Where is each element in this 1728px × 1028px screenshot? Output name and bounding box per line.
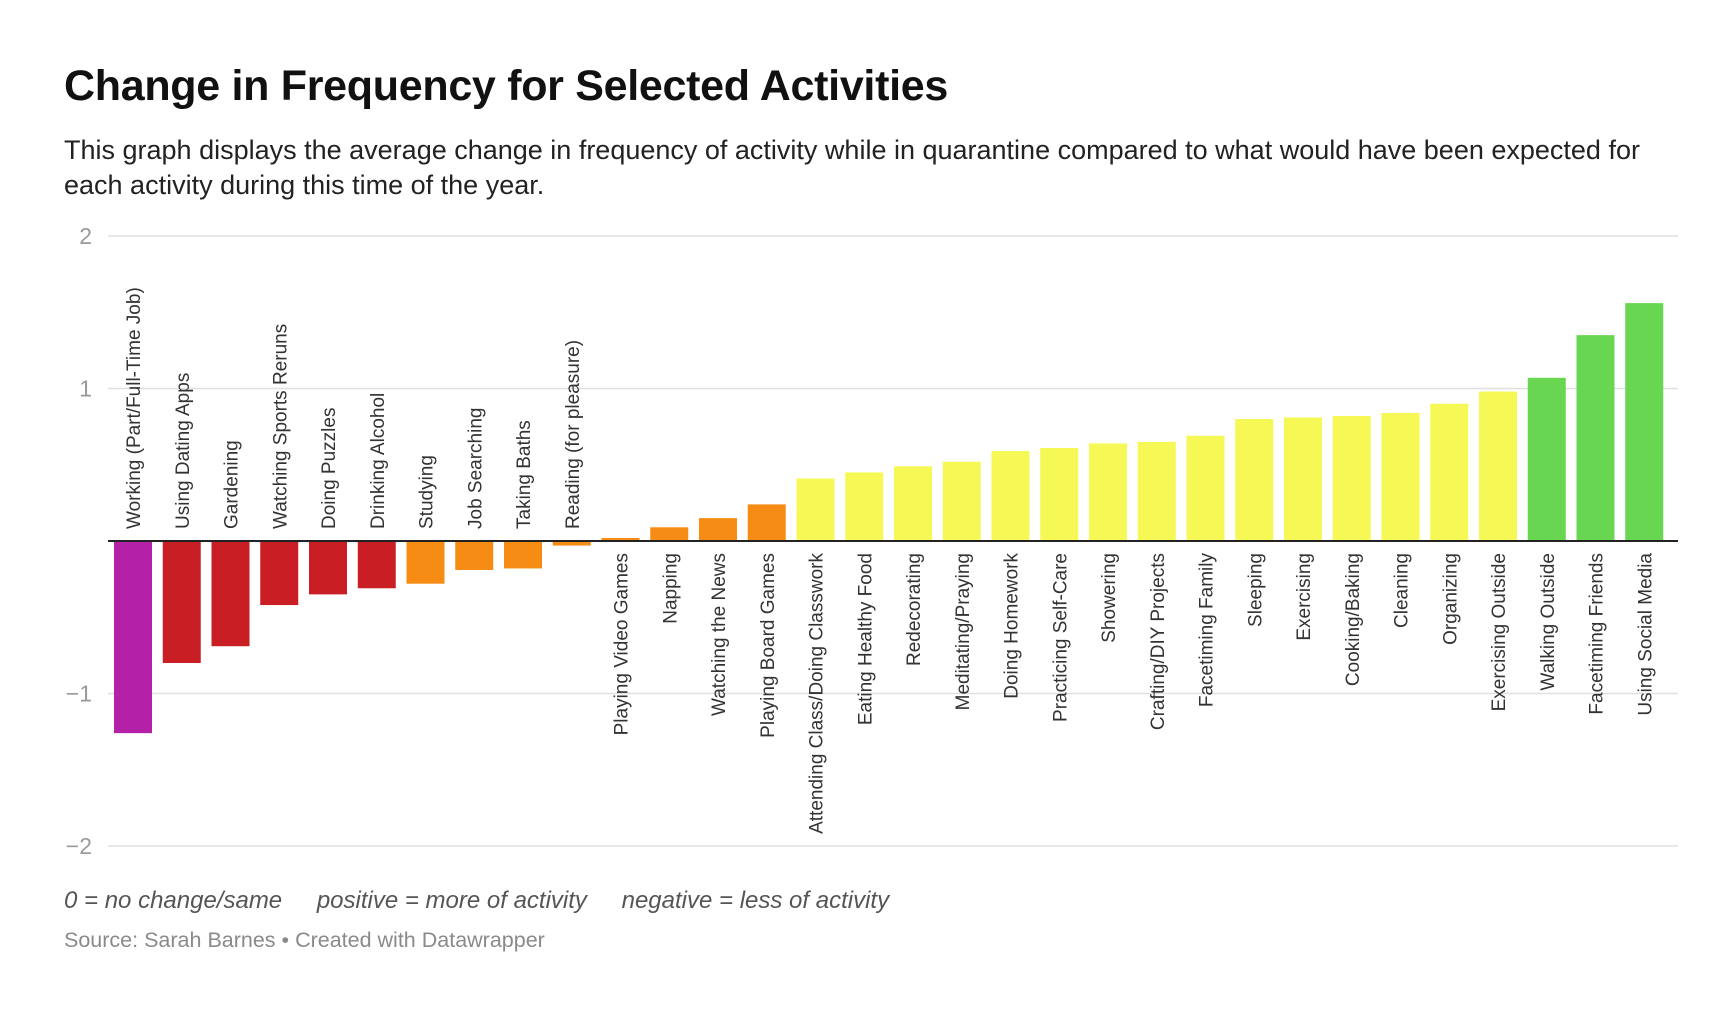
bar	[1089, 443, 1127, 541]
bar-label: Meditating/Praying	[953, 553, 974, 710]
footer-separator: •	[281, 928, 290, 952]
bar	[942, 461, 981, 541]
bar-label: Napping	[660, 553, 681, 624]
bar-label: Crafting/DIY Projects	[1148, 553, 1169, 730]
bar	[699, 518, 737, 541]
bar-label: Eating Healthy Food	[855, 553, 876, 725]
bar-label: Walking Outside	[1538, 553, 1559, 691]
bar	[1479, 391, 1517, 541]
bar-label: Cooking/Baking	[1343, 553, 1364, 686]
bar	[845, 472, 884, 541]
bar-label: Sleeping	[1245, 553, 1266, 627]
bar	[455, 541, 494, 570]
bar	[504, 541, 542, 569]
bar-label: Showering	[1099, 553, 1120, 643]
bar-label: Facetiming Family	[1197, 553, 1218, 708]
bar	[211, 541, 250, 647]
y-tick-label: 1	[79, 376, 92, 402]
bar	[894, 466, 932, 541]
bar	[1284, 417, 1322, 541]
bar	[1235, 419, 1274, 541]
source-line: Source: Sarah Barnes • Created with Data…	[64, 928, 545, 953]
bar	[991, 451, 1030, 541]
bar-label: Using Social Media	[1635, 553, 1656, 716]
bar-label: Gardening	[222, 440, 243, 529]
bar-label: Cleaning	[1392, 553, 1413, 628]
bar	[260, 541, 299, 606]
bar	[1040, 447, 1079, 541]
bar	[1625, 303, 1664, 541]
bar	[796, 478, 835, 541]
note-positive: positive = more of activity	[316, 887, 587, 914]
source-name: Sarah Barnes	[144, 928, 276, 952]
chart-title: Change in Frequency for Selected Activit…	[64, 62, 948, 110]
bar	[1381, 412, 1420, 541]
chart-notes: 0 = no change/same positive = more of ac…	[64, 887, 917, 915]
bar	[406, 541, 445, 584]
bar	[1527, 377, 1566, 541]
bar-label: Playing Video Games	[612, 553, 633, 735]
bar-label: Job Searching	[465, 408, 486, 529]
y-tick-label: −2	[66, 833, 92, 859]
bar	[747, 504, 786, 541]
bar	[1137, 441, 1176, 541]
bar-label: Watching the News	[709, 553, 730, 716]
bar-label: Working (Part/Full-Time Job)	[124, 287, 145, 529]
y-tick-label: 2	[79, 223, 92, 249]
bar	[1430, 403, 1469, 541]
bar	[1186, 435, 1225, 541]
bar-label: Organizing	[1440, 553, 1461, 645]
bar-label: Practicing Self-Care	[1050, 553, 1071, 722]
note-negative: negative = less of activity	[621, 887, 890, 914]
bar-label: Facetiming Friends	[1587, 553, 1608, 715]
bar-label: Exercising Outside	[1489, 553, 1510, 711]
bar	[552, 541, 591, 546]
bar	[357, 541, 396, 589]
bar-label: Doing Puzzles	[319, 408, 340, 529]
note-zero: 0 = no change/same	[64, 887, 283, 914]
bar-label: Taking Baths	[514, 420, 535, 529]
bar	[162, 541, 201, 663]
bar	[114, 541, 152, 734]
bar	[309, 541, 347, 595]
y-tick-label: −1	[66, 681, 92, 707]
bar-label: Attending Class/Doing Classwork	[807, 553, 828, 834]
bar-label: Studying	[417, 455, 438, 529]
bar	[1576, 335, 1615, 541]
bar-label: Drinking Alcohol	[368, 393, 389, 529]
bar-label: Redecorating	[904, 553, 925, 666]
bar-label: Using Dating Apps	[173, 373, 194, 529]
bar-label: Watching Sports Reruns	[270, 324, 291, 529]
bar-label: Doing Homework	[1002, 553, 1023, 699]
bar	[601, 537, 640, 541]
chart-subtitle: This graph displays the average change i…	[64, 135, 1640, 200]
bar-label: Reading (for pleasure)	[563, 340, 584, 529]
bar-label: Exercising	[1294, 553, 1315, 641]
bar-label: Playing Board Games	[758, 553, 779, 738]
bar	[650, 527, 689, 541]
bar	[1332, 415, 1371, 541]
created-with: Created with Datawrapper	[295, 928, 545, 952]
source-label: Source:	[64, 928, 139, 952]
